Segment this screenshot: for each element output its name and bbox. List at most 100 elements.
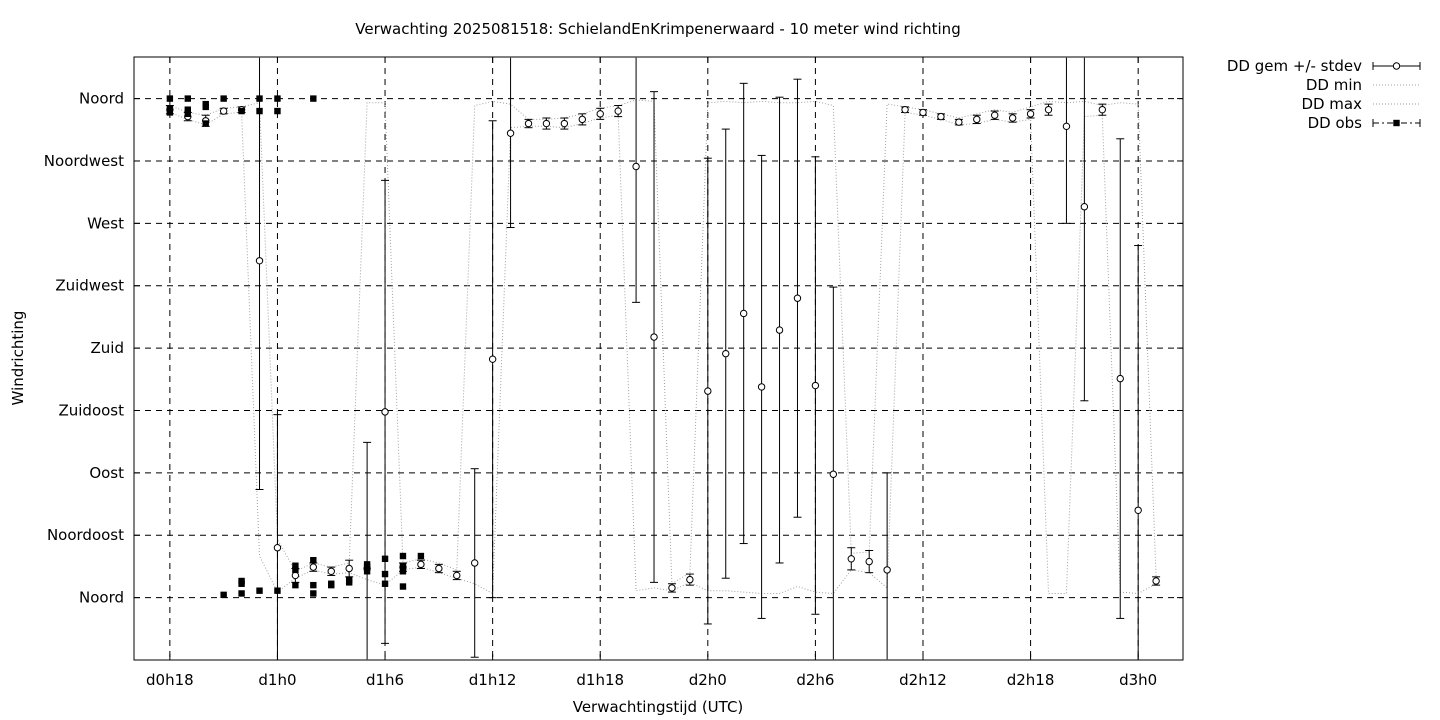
x-tick-label: d1h12 (469, 671, 517, 689)
mean-point (560, 119, 569, 128)
obs-point (399, 562, 407, 569)
y-tick-label: Noordoost (47, 526, 124, 544)
mean-point (632, 162, 640, 171)
obs-point (220, 591, 227, 599)
mean-point (668, 584, 676, 592)
mean-point (1134, 506, 1142, 514)
obs-point (381, 570, 389, 578)
mean-point (471, 559, 479, 567)
x-tick-label: d1h18 (576, 671, 624, 689)
chart-title: Verwachting 2025081518: SchielandEnKrimp… (355, 20, 960, 38)
obs-point (381, 555, 389, 563)
mean-point (327, 567, 335, 575)
obs-point (310, 556, 317, 564)
mean-point (955, 118, 963, 126)
mean-point (901, 105, 909, 114)
mean-point (991, 111, 999, 119)
obs-point (238, 107, 245, 115)
legend-label: DD obs (1308, 114, 1363, 132)
mean-point (1080, 203, 1089, 211)
mean-point (381, 408, 389, 416)
mean-point (614, 107, 622, 115)
y-tick-label: Oost (89, 464, 124, 482)
y-tick-label: Zuidwest (55, 277, 124, 295)
obs-point (310, 581, 317, 589)
grid-lines (134, 57, 1183, 660)
y-tick-label: Noordwest (44, 152, 124, 170)
y-tick-label: Noord (79, 90, 124, 108)
mean-point (829, 470, 838, 478)
obs-point (363, 561, 371, 568)
y-tick-label: Zuidoost (58, 401, 124, 419)
obs-point (399, 552, 407, 560)
mean-point (345, 564, 353, 573)
plot-frame (133, 56, 1184, 661)
obs-point (256, 107, 263, 115)
obs-point (381, 580, 389, 587)
mean-point (578, 115, 586, 124)
dd-min-line (169, 111, 1157, 595)
x-tick-label: d2h18 (1007, 671, 1055, 689)
obs-point (184, 106, 191, 113)
mean-point (686, 575, 694, 584)
mean-point (865, 557, 873, 566)
mean-point (273, 544, 282, 552)
mean-point (255, 257, 264, 265)
obs-point (274, 107, 281, 115)
mean-point (1044, 105, 1053, 114)
obs-point (202, 103, 209, 111)
axis-ticks: d0h18 d1h0 d1h6 d1h12 d1h18 d2h0 d2h6 d2h12 d2h1… (44, 57, 1183, 689)
mean-point (937, 112, 945, 121)
mean-point (1008, 114, 1017, 122)
mean-point (435, 564, 443, 573)
obs-point (345, 576, 353, 583)
mean-point (847, 555, 855, 563)
obs-point (292, 566, 299, 574)
mean-point (524, 119, 533, 128)
mean-point (973, 115, 981, 124)
mean-point (1116, 374, 1124, 383)
obs-point (184, 110, 191, 118)
x-tick-label: d2h0 (689, 671, 727, 689)
obs-point (184, 95, 191, 102)
obs-point (238, 577, 245, 585)
legend-label: DD gem +/- stdev (1227, 57, 1362, 75)
mean-point (596, 110, 604, 118)
obs-point (220, 95, 227, 102)
obs-point (202, 120, 209, 127)
mean-point (811, 381, 820, 390)
dd-max-line (169, 99, 1157, 585)
mean-point (757, 383, 766, 391)
mean-point (722, 349, 730, 358)
mean-point (1026, 110, 1035, 118)
obs-point (399, 568, 407, 575)
obs-point (166, 95, 174, 102)
obs-point (274, 95, 281, 102)
y-tick-label: Zuid (91, 339, 124, 357)
min-max-lines (169, 99, 1157, 595)
obs-point (292, 581, 299, 589)
obs-point (256, 587, 263, 594)
obs-point (417, 552, 425, 560)
mean-point (488, 355, 497, 363)
y-tick-label: Noord (79, 589, 124, 607)
x-tick-label: d2h6 (796, 671, 834, 689)
x-axis-label: Verwachtingstijd (UTC) (573, 698, 744, 716)
errorbar-series (165, 57, 1161, 660)
x-tick-label: d1h6 (366, 671, 404, 689)
obs-point (292, 562, 299, 569)
x-tick-label: d0h18 (146, 671, 194, 689)
obs-point (256, 95, 263, 102)
mean-point (704, 387, 712, 395)
mean-point (309, 563, 318, 571)
mean-point (1098, 105, 1107, 114)
mean-point (793, 294, 802, 302)
mean-point (883, 566, 891, 574)
mean-point (650, 333, 658, 341)
obs-point (310, 590, 317, 597)
legend-label: DD max (1301, 95, 1362, 113)
observation-series (166, 95, 425, 599)
mean-point (417, 560, 425, 569)
legend-label: DD min (1306, 76, 1362, 94)
